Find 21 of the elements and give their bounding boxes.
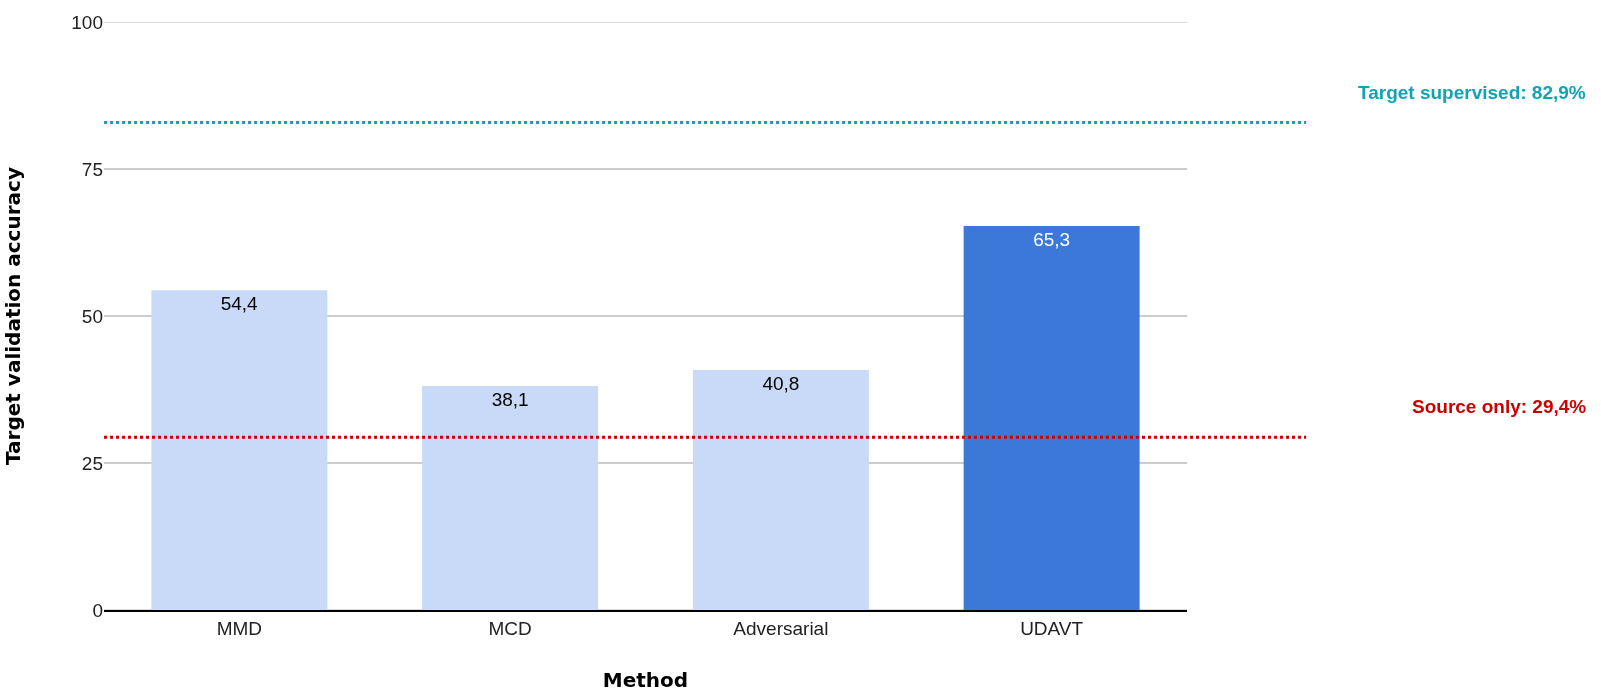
y-axis-title: Target validation accuracy: [0, 167, 25, 465]
data-label: 38,1: [491, 388, 529, 410]
bar: [422, 385, 599, 610]
x-tick-label: UDAVT: [1020, 617, 1084, 639]
data-label: 54,4: [220, 293, 259, 315]
bar: [151, 290, 328, 610]
y-tick-label: 50: [81, 305, 103, 327]
ref-line-label: Source only: 29,4%: [1412, 396, 1587, 417]
y-tick-label: 25: [81, 452, 103, 474]
bar: [963, 226, 1140, 610]
bar: [692, 370, 869, 610]
x-axis-title: Method: [602, 667, 689, 692]
x-tick-label: Adversarial: [733, 617, 829, 639]
y-tick-label: 0: [92, 599, 103, 621]
y-tick-label: 75: [81, 158, 103, 180]
ref-line-label: Target supervised: 82,9%: [1358, 82, 1586, 103]
x-tick-label: MCD: [488, 617, 532, 639]
data-label: 40,8: [762, 373, 800, 395]
data-label: 65,3: [1033, 229, 1071, 251]
y-tick-label: 100: [71, 11, 103, 33]
x-tick-label: MMD: [216, 617, 263, 639]
